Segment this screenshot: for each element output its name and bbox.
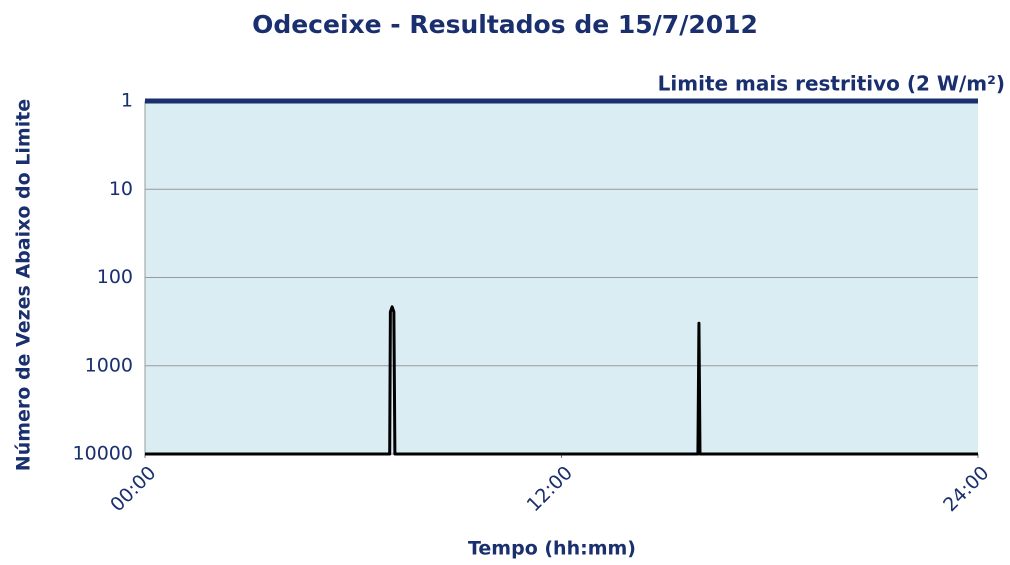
y-tick-label: 1 xyxy=(121,90,133,112)
y-tick-label: 1000 xyxy=(85,354,133,376)
chart-title: Odeceixe - Resultados de 15/7/2012 xyxy=(252,10,758,39)
y-axis-label: Número de Vezes Abaixo do Limite xyxy=(13,99,35,471)
y-tick-label: 100 xyxy=(97,266,133,288)
x-axis-label: Tempo (hh:mm) xyxy=(468,538,636,560)
x-tick-label: 24:00 xyxy=(939,462,993,516)
reference-label: Limite mais restritivo (2 W/m²) xyxy=(658,72,1005,96)
data-line xyxy=(145,305,978,456)
x-tick-label: 00:00 xyxy=(106,462,160,516)
y-tick-label: 10 xyxy=(109,178,133,200)
y-tick-label: 10000 xyxy=(73,443,133,465)
x-tick-label: 12:00 xyxy=(523,462,577,516)
